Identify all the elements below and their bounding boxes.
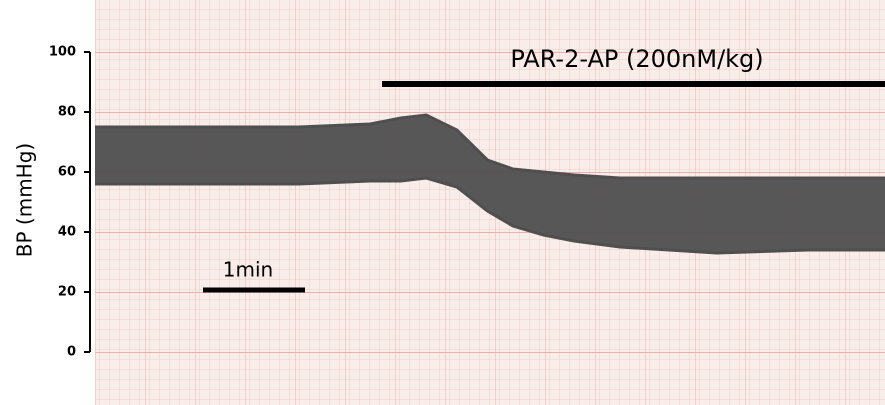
page: {"chart_data": {"type": "band", "y_label… [0,0,885,405]
scale-label: 1min [223,258,273,282]
y-tick-label: 20 [58,285,76,300]
y-tick-label: 60 [58,165,76,180]
y-tick-label: 40 [58,225,76,240]
chart: BP (mmHg) PAR-2-AP (200nM/kg) 1min 0 20 40… [0,0,885,405]
y-tick-label: 0 [67,345,76,360]
y-axis-label: BP (mmHg) [13,143,37,257]
y-tick-label: 100 [49,45,76,60]
annotation: PAR-2-AP (200nM/kg) [510,45,763,73]
y-tick-label: 80 [58,105,76,120]
